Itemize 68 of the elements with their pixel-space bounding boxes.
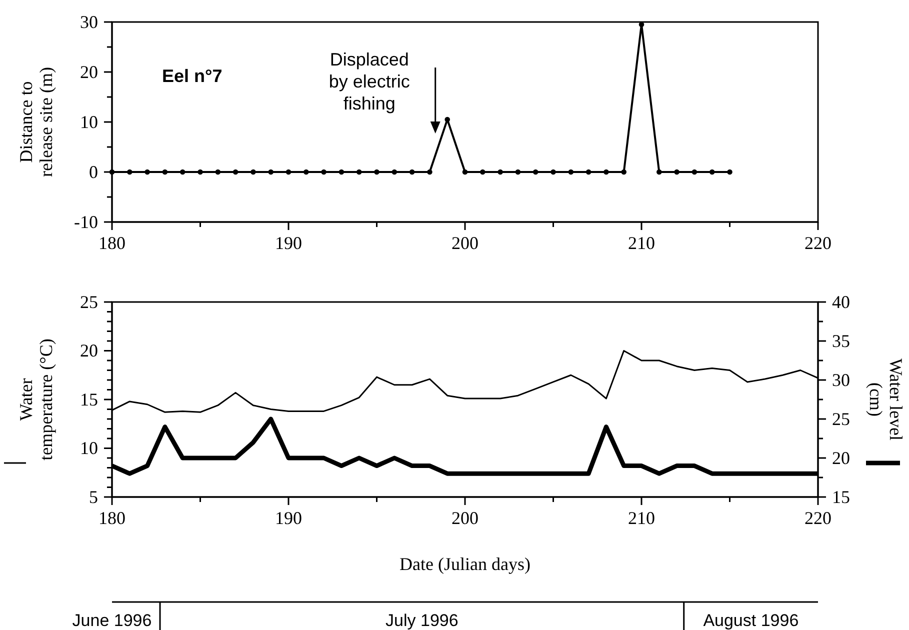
y-tick-label: 5 xyxy=(89,486,98,507)
point xyxy=(568,169,574,175)
y-tick-label: 10 xyxy=(80,438,98,458)
x-tick-label: 220 xyxy=(804,508,832,528)
point xyxy=(321,169,326,175)
point xyxy=(462,169,468,175)
y2-tick-label: 25 xyxy=(832,408,850,429)
y-tick-label: -10 xyxy=(74,212,98,232)
y-tick-label: 10 xyxy=(80,112,98,132)
y2-tick-label: 40 xyxy=(832,292,850,312)
point xyxy=(532,169,538,175)
y2-tick-label: 30 xyxy=(832,370,850,390)
point xyxy=(727,169,732,175)
y-axis-title: Distance to release site (m) xyxy=(16,67,56,177)
y-tick-label: 15 xyxy=(80,389,98,410)
point xyxy=(250,169,256,175)
annotation: Displaced by electric fishing xyxy=(328,50,410,114)
x-tick-label: 200 xyxy=(452,232,478,253)
point xyxy=(356,169,362,175)
y-tick-label: 30 xyxy=(80,12,98,32)
point xyxy=(409,169,415,175)
point xyxy=(604,169,609,175)
y2-tick-label: 35 xyxy=(832,330,850,351)
y-tick-label: 25 xyxy=(80,292,98,312)
point xyxy=(374,169,380,175)
point xyxy=(480,169,486,175)
y-tick-label: 0 xyxy=(89,162,98,182)
point xyxy=(286,169,292,175)
y2-tick-label: 15 xyxy=(832,486,850,507)
point xyxy=(621,169,626,175)
y-tick-label: 20 xyxy=(80,340,98,361)
x-tick-label: 220 xyxy=(804,232,832,253)
point xyxy=(709,169,715,175)
point xyxy=(656,169,662,175)
point xyxy=(515,169,521,175)
annotation: Eel n°7 xyxy=(162,66,222,86)
point xyxy=(674,169,680,175)
x-tick-label: 180 xyxy=(98,232,126,253)
text: August 1996 xyxy=(703,611,799,630)
point xyxy=(198,169,203,175)
point xyxy=(127,169,132,175)
point xyxy=(232,169,238,175)
point xyxy=(392,169,398,175)
point xyxy=(215,169,221,175)
point xyxy=(162,169,168,175)
y2-axis-title: Water level (cm) xyxy=(866,358,906,441)
x-tick-label: 210 xyxy=(628,232,655,253)
x-tick-label: 180 xyxy=(98,508,126,528)
x-axis-title: Date (Julian days) xyxy=(400,554,530,574)
y2-tick-label: 20 xyxy=(832,448,850,468)
x-tick-label: 190 xyxy=(275,508,302,528)
point xyxy=(144,169,150,175)
point xyxy=(550,169,556,175)
text: June 1996 xyxy=(72,611,152,630)
point xyxy=(498,169,503,175)
point xyxy=(338,169,344,175)
point xyxy=(692,169,698,175)
x-tick-label: 210 xyxy=(628,508,655,528)
y-axis-title: Water temperature (°C) xyxy=(16,338,56,460)
point xyxy=(304,169,309,175)
point xyxy=(180,169,186,175)
point xyxy=(586,169,592,175)
y-tick-label: 20 xyxy=(80,62,98,82)
text: July 1996 xyxy=(386,611,458,630)
x-tick-label: 190 xyxy=(275,232,302,253)
point xyxy=(268,169,274,175)
x-tick-label: 200 xyxy=(452,508,478,528)
point xyxy=(427,169,432,175)
